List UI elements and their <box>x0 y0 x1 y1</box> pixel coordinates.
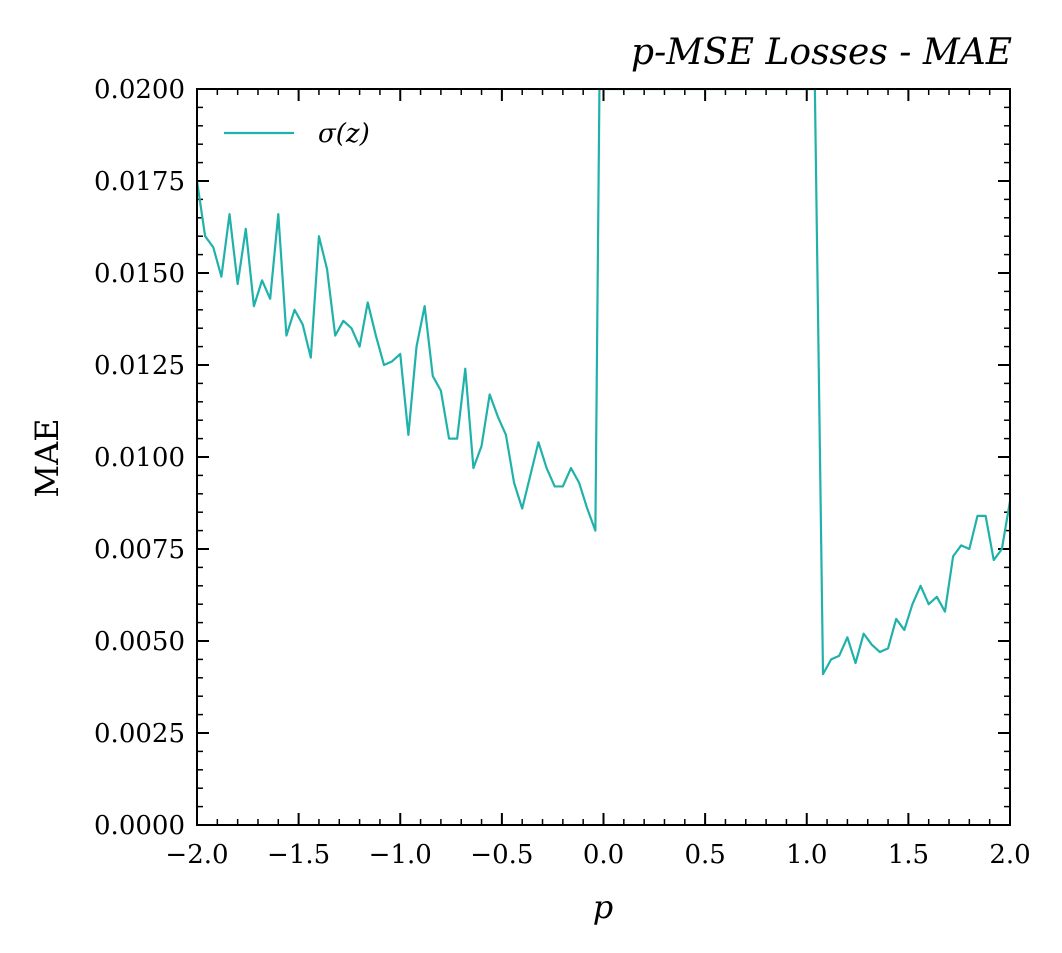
legend-label: σ(z) <box>318 119 370 149</box>
x-axis-label: p <box>593 888 613 926</box>
axis-ticks: −2.0 −1.5 −1.0 −0.5 0.0 0.5 1.0 1.5 2.0 0.0000 0.0… <box>94 75 1031 870</box>
x-tick-label: 2.0 <box>989 840 1030 870</box>
plot-frame <box>196 88 1011 826</box>
x-tick-label: 1.5 <box>888 840 929 870</box>
y-tick-label: 0.0200 <box>94 75 185 105</box>
y-tick-label: 0.0125 <box>94 351 185 381</box>
x-tick-label: 1.0 <box>786 840 827 870</box>
chart-title: p-MSE Losses - MAE <box>631 32 1012 73</box>
x-tick-label: −1.0 <box>369 840 432 870</box>
y-tick-label: 0.0100 <box>94 443 185 473</box>
legend: σ(z) <box>224 119 370 149</box>
y-tick-label: 0.0050 <box>94 627 185 657</box>
x-tick-label: 0.5 <box>684 840 725 870</box>
x-tick-label: −1.5 <box>267 840 330 870</box>
series-line <box>197 89 1010 676</box>
x-tick-label: −0.5 <box>470 840 533 870</box>
y-tick-label: 0.0175 <box>94 167 185 197</box>
y-tick-label: 0.0025 <box>94 719 185 749</box>
y-tick-label: 0.0000 <box>94 811 185 841</box>
x-tick-label: −2.0 <box>165 840 228 870</box>
y-tick-label: 0.0150 <box>94 259 185 289</box>
y-axis-label: MAE <box>28 418 66 497</box>
plot-area <box>197 89 1010 676</box>
y-tick-label: 0.0075 <box>94 535 185 565</box>
x-tick-label: 0.0 <box>583 840 624 870</box>
